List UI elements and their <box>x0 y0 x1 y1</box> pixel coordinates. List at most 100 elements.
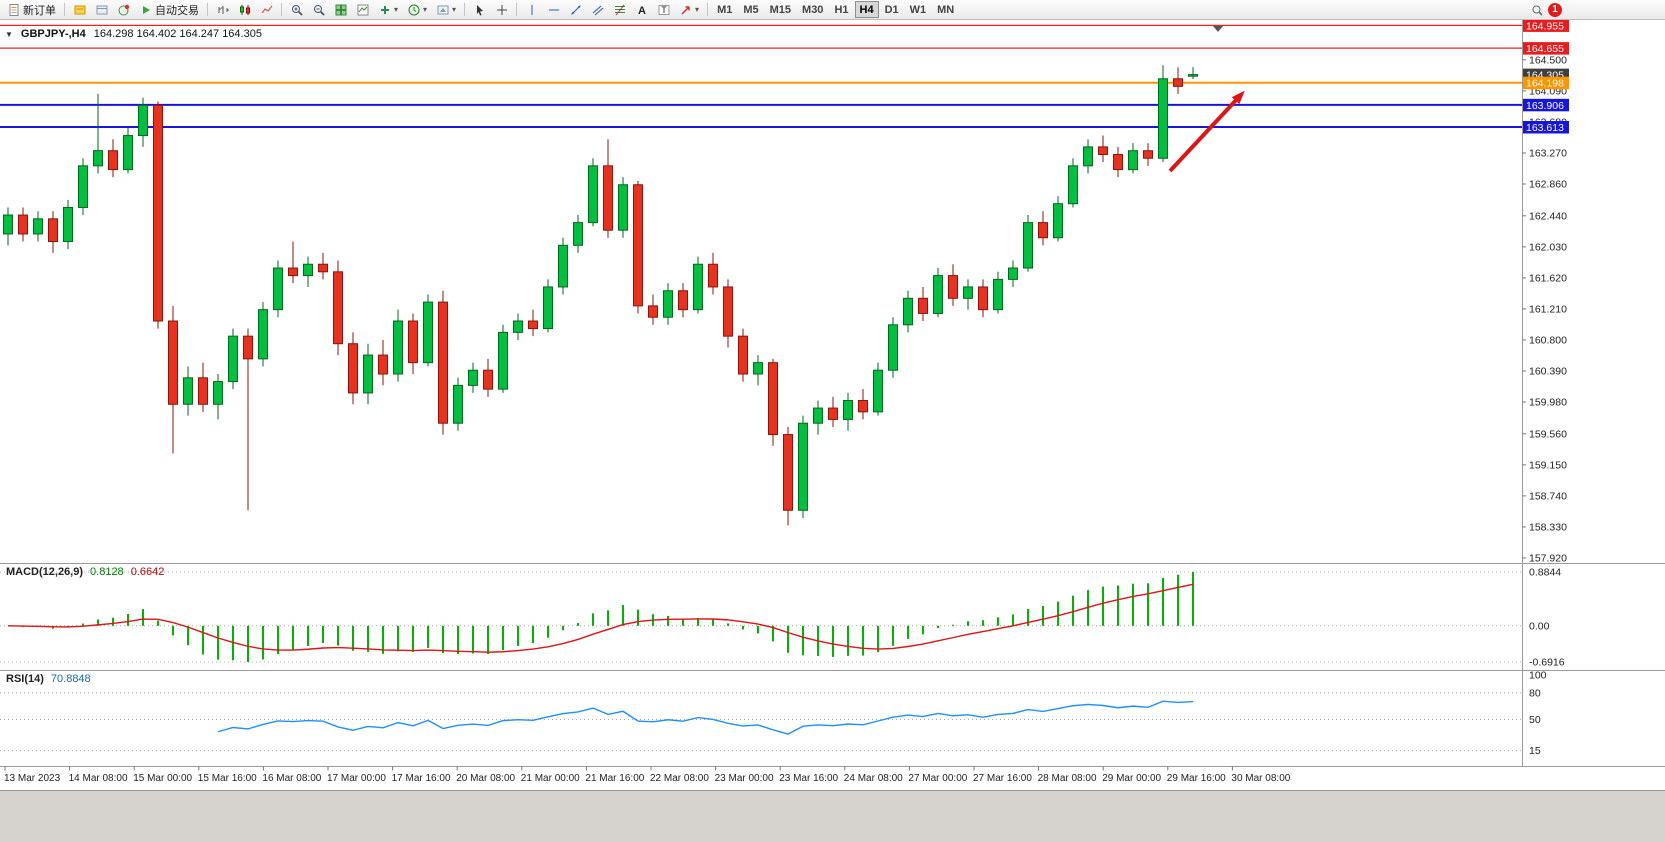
data-window-button[interactable] <box>91 1 112 18</box>
label-tool-button[interactable]: T <box>653 1 674 18</box>
toolbar-separator <box>64 3 65 16</box>
shift-marker-icon[interactable] <box>1213 26 1223 32</box>
dropdown-caret-icon: ▾ <box>452 4 457 14</box>
svg-text:30 Mar 08:00: 30 Mar 08:00 <box>1231 773 1290 784</box>
svg-text:160.800: 160.800 <box>1529 334 1567 346</box>
timeframe-button-h4[interactable]: H4 <box>854 1 879 18</box>
svg-text:0.00: 0.00 <box>1529 620 1550 632</box>
timeframe-button-m5[interactable]: M5 <box>738 1 763 18</box>
dropdown-caret-icon: ▾ <box>394 4 399 14</box>
market-watch-icon <box>73 3 86 16</box>
tile-windows-button[interactable] <box>330 1 351 18</box>
svg-text:24 Mar 08:00: 24 Mar 08:00 <box>844 773 903 784</box>
channel-icon <box>591 3 604 16</box>
time-axis: 13 Mar 2023 14 Mar 08:00 15 Mar 00:00 15 Ma… <box>4 766 1291 784</box>
svg-text:161.620: 161.620 <box>1529 272 1567 284</box>
arrow-shape-icon <box>679 3 692 16</box>
fibonacci-tool-button[interactable] <box>609 1 630 18</box>
svg-text:50: 50 <box>1529 714 1541 726</box>
svg-text:29 Mar 16:00: 29 Mar 16:00 <box>1167 773 1226 784</box>
toolbar: 新订单 自动交易 ▾ ▾ ▾ A T ▾ M1 M5 M15 M30 H1 H4 D1 W1 M… <box>0 0 1665 20</box>
svg-text:28 Mar 08:00: 28 Mar 08:00 <box>1038 773 1097 784</box>
svg-text:159.980: 159.980 <box>1529 397 1567 409</box>
svg-text:A: A <box>638 5 646 16</box>
indicators-window-button[interactable] <box>352 1 373 18</box>
templates-button[interactable]: ▾ <box>432 1 460 18</box>
toolbar-separator <box>281 3 282 16</box>
svg-text:162.440: 162.440 <box>1529 210 1567 222</box>
timeframe-button-m15[interactable]: M15 <box>765 1 796 18</box>
svg-text:16 Mar 08:00: 16 Mar 08:00 <box>262 773 321 784</box>
rsi-value: 70.8848 <box>50 673 91 685</box>
macd-value-main: 0.8128 <box>90 566 124 578</box>
svg-text:162.860: 162.860 <box>1529 178 1567 190</box>
search-icon <box>1530 3 1543 16</box>
timeframe-button-mn[interactable]: MN <box>932 1 959 18</box>
timeframe-button-m30[interactable]: M30 <box>797 1 828 18</box>
cursor-tool-button[interactable] <box>469 1 490 18</box>
candle-chart-mode-button[interactable] <box>234 1 255 18</box>
autotrading-play-icon <box>139 3 152 16</box>
trendline-tool-button[interactable] <box>565 1 586 18</box>
hlines-layer[interactable] <box>0 24 1522 128</box>
horizontal-line-tool-button[interactable] <box>543 1 564 18</box>
search-button[interactable] <box>1526 1 1547 18</box>
timeframe-button-w1[interactable]: W1 <box>905 1 932 18</box>
period-clock-button[interactable]: ▾ <box>403 1 431 18</box>
bar-chart-mode-button[interactable] <box>212 1 233 18</box>
plus-icon <box>378 3 391 16</box>
macd-label: MACD(12,26,9) 0.8128 0.6642 <box>6 566 164 578</box>
zoom-out-button[interactable] <box>308 1 329 18</box>
toolbar-separator <box>207 3 208 16</box>
new-order-button[interactable]: 新订单 <box>3 1 60 18</box>
navigator-button[interactable] <box>113 1 134 18</box>
horizontal-line-icon <box>547 3 560 16</box>
crosshair-tool-button[interactable] <box>491 1 512 18</box>
vertical-line-tool-button[interactable] <box>521 1 542 18</box>
bar-chart-icon <box>216 3 229 16</box>
chevron-down-icon[interactable]: ▼ <box>5 29 13 39</box>
autotrading-button[interactable]: 自动交易 <box>135 1 203 18</box>
svg-text:23 Mar 00:00: 23 Mar 00:00 <box>715 773 774 784</box>
notification-badge[interactable]: 1 <box>1548 2 1562 17</box>
indicators-icon <box>356 3 369 16</box>
timeframe-button-d1[interactable]: D1 <box>880 1 904 18</box>
price-tag-164.655: 164.655 <box>1523 42 1569 55</box>
svg-text:164.500: 164.500 <box>1529 54 1567 66</box>
svg-text:17 Mar 16:00: 17 Mar 16:00 <box>392 773 451 784</box>
toolbar-separator <box>516 3 518 16</box>
line-chart-mode-button[interactable] <box>256 1 277 18</box>
svg-text:15: 15 <box>1529 745 1541 757</box>
vertical-line-icon <box>525 3 538 16</box>
chart-canvas[interactable]: 164.500164.090163.680163.270162.860162.4… <box>0 20 1665 790</box>
text-tool-button[interactable]: A <box>631 1 652 18</box>
svg-text:164.655: 164.655 <box>1526 43 1564 55</box>
chart-window: 164.500164.090163.680163.270162.860162.4… <box>0 20 1665 790</box>
timeframe-button-m1[interactable]: M1 <box>712 1 737 18</box>
svg-text:160.390: 160.390 <box>1529 365 1567 377</box>
zoom-in-button[interactable] <box>286 1 307 18</box>
svg-text:27 Mar 00:00: 27 Mar 00:00 <box>908 773 967 784</box>
channel-tool-button[interactable] <box>587 1 608 18</box>
timeframe-button-h1[interactable]: H1 <box>829 1 853 18</box>
zoom-out-icon <box>312 3 325 16</box>
svg-text:15 Mar 00:00: 15 Mar 00:00 <box>133 773 192 784</box>
svg-text:29 Mar 00:00: 29 Mar 00:00 <box>1102 773 1161 784</box>
svg-text:23 Mar 16:00: 23 Mar 16:00 <box>779 773 838 784</box>
svg-text:17 Mar 00:00: 17 Mar 00:00 <box>327 773 386 784</box>
macd-panel: 0.8844 0.00 -0.6916 <box>0 567 1565 669</box>
macd-name: MACD(12,26,9) <box>6 566 84 578</box>
svg-text:163.906: 163.906 <box>1526 100 1564 112</box>
shapes-tool-button[interactable]: ▾ <box>675 1 703 18</box>
svg-text:164.955: 164.955 <box>1526 20 1564 32</box>
market-watch-button[interactable] <box>69 1 90 18</box>
svg-text:164.198: 164.198 <box>1526 78 1564 90</box>
cursor-icon <box>473 3 486 16</box>
arrow-annotation[interactable] <box>1168 90 1245 173</box>
price-tag-164.955: 164.955 <box>1523 20 1569 32</box>
new-order-icon <box>7 3 20 16</box>
svg-text:27 Mar 16:00: 27 Mar 16:00 <box>973 773 1032 784</box>
svg-text:162.030: 162.030 <box>1529 241 1567 253</box>
add-indicator-button[interactable]: ▾ <box>374 1 402 18</box>
macd-value-signal: 0.6642 <box>130 566 165 578</box>
